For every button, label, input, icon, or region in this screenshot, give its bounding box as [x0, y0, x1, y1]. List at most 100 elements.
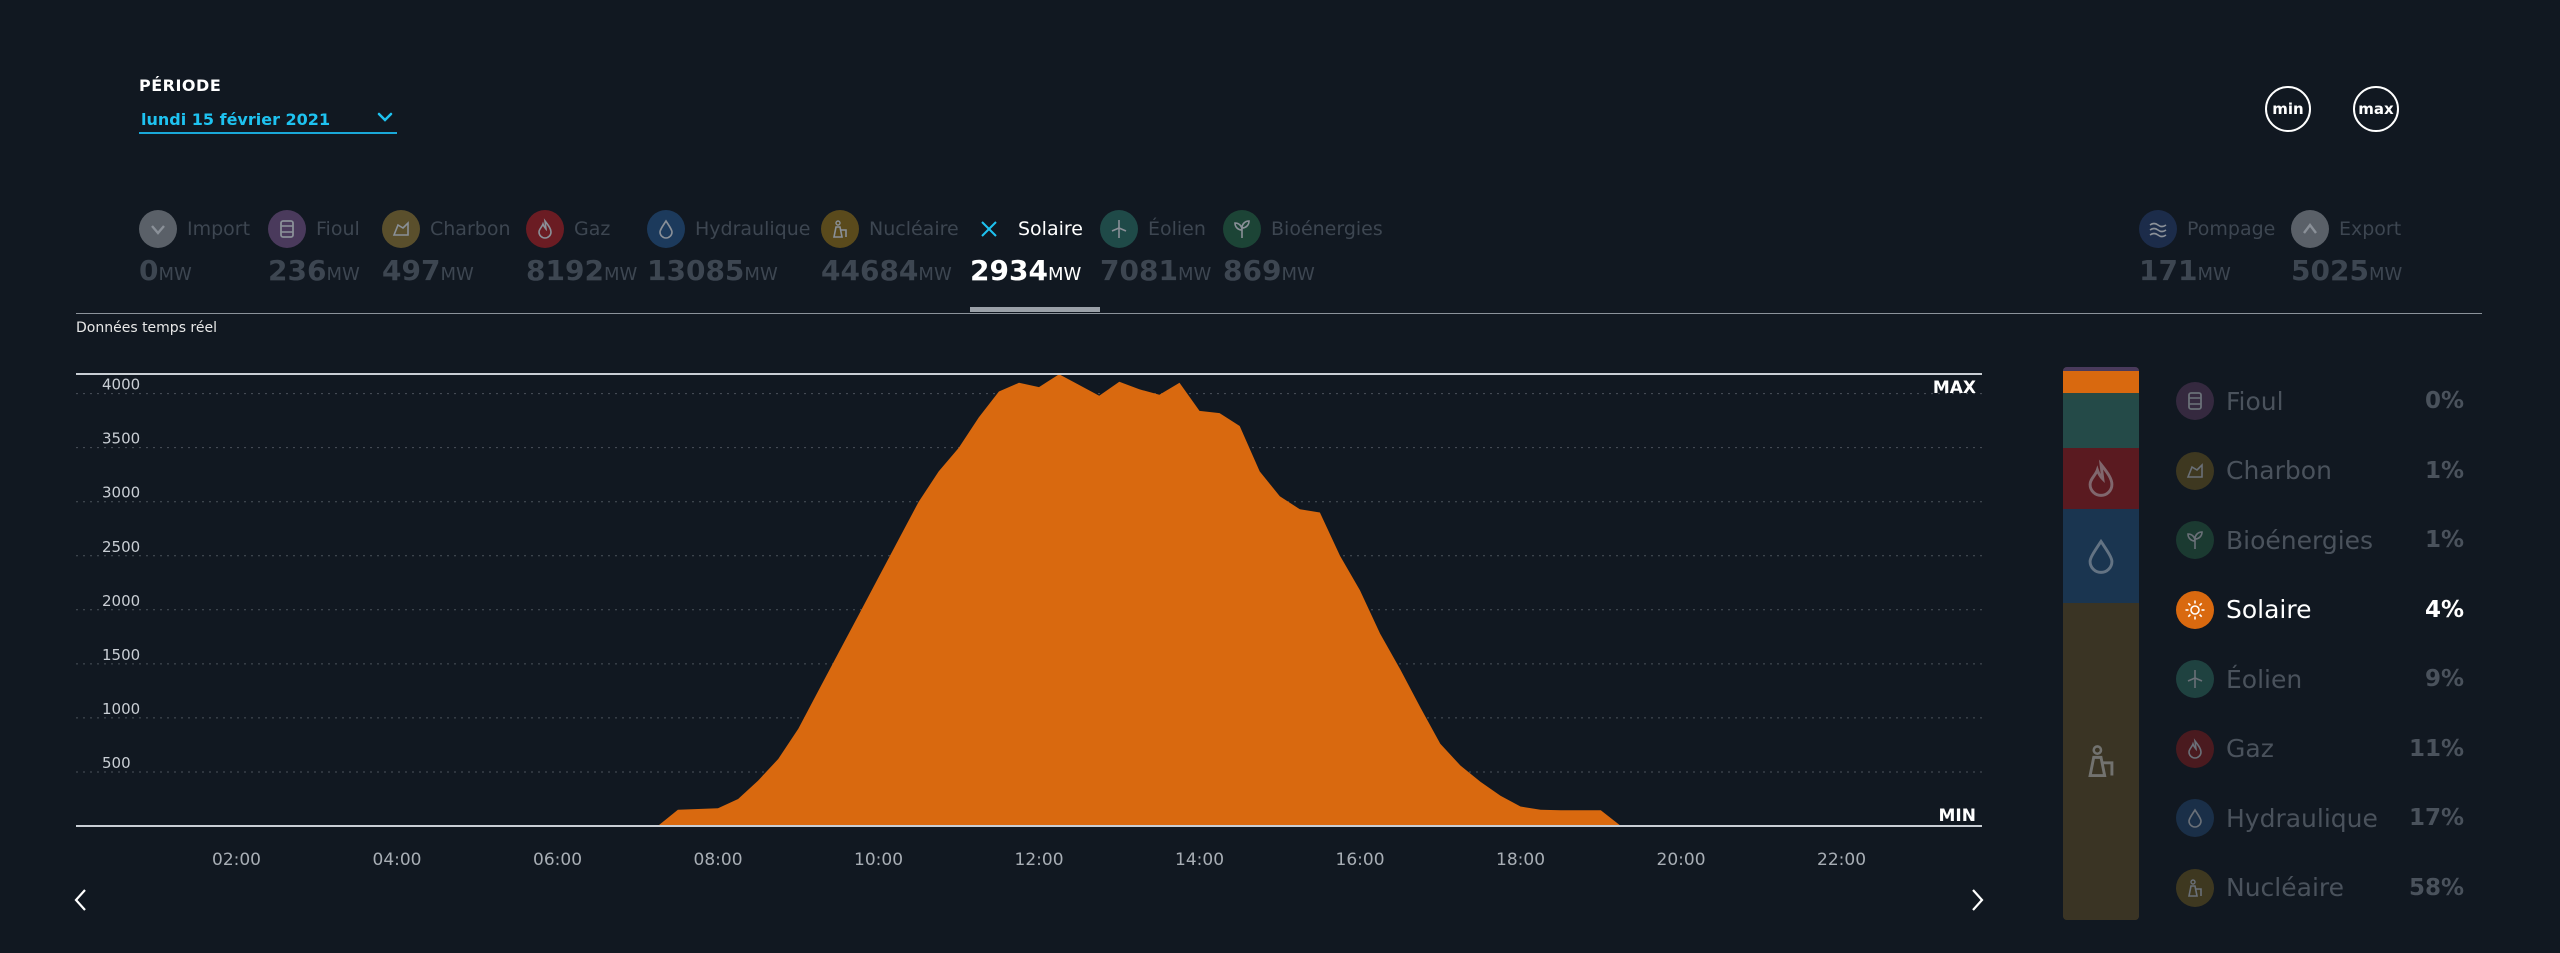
tab-gaz[interactable]: Gaz 8192MW [526, 208, 637, 287]
legend-percent: 9% [2424, 666, 2464, 692]
tab-value-number: 13085 [647, 254, 745, 287]
previous-day-arrow-icon[interactable] [66, 882, 96, 918]
legend-item-hydraulique[interactable]: Hydraulique 17% [2176, 796, 2464, 840]
tab-value: 2934MW [970, 254, 1083, 287]
tab-value: 5025MW [2291, 254, 2402, 287]
tab-value-number: 8192 [526, 254, 604, 287]
x-tick-label: 02:00 [212, 850, 261, 870]
tab-label: Hydraulique [695, 218, 811, 240]
period-select[interactable]: lundi 15 février 2021 [139, 106, 397, 134]
water-drop-icon [2176, 799, 2214, 837]
legend-label: Fioul [2226, 386, 2284, 416]
tab-value-unit: MW [2368, 264, 2403, 285]
x-tick-label: 14:00 [1175, 850, 1224, 870]
legend-label: Nucléaire [2226, 873, 2344, 902]
flame-icon [2176, 729, 2214, 768]
tab-value-unit: MW [158, 264, 192, 285]
tab-value: 0MW [139, 254, 250, 287]
tab-value-number: 44684 [821, 254, 919, 287]
close-icon [970, 210, 1008, 248]
tab-value-unit: MW [918, 264, 952, 285]
tab-value-unit: MW [1177, 264, 1212, 285]
tab-import[interactable]: Import 0MW [139, 208, 250, 287]
legend-item-gaz[interactable]: Gaz 11% [2176, 727, 2464, 771]
tab-value-number: 7081 [1100, 254, 1178, 287]
wind-turbine-icon [1100, 210, 1138, 248]
min-label: MIN [1939, 806, 1976, 826]
tab-value: 44684MW [821, 254, 959, 287]
tab-label: Solaire [1018, 218, 1083, 240]
tab-value-unit: MW [1047, 264, 1082, 285]
period-label: PÉRIODE [139, 76, 222, 95]
tab-value-unit: MW [326, 264, 360, 285]
tab-value-number: 2934 [970, 254, 1048, 287]
y-tick-label: 1000 [102, 700, 140, 718]
legend-item-eolien[interactable]: Éolien 9% [2176, 657, 2464, 701]
tab-label: Bioénergies [1271, 218, 1383, 240]
min-button[interactable]: min [2265, 86, 2311, 132]
chevron-up-icon [2291, 210, 2329, 248]
tab-value: 497MW [382, 254, 511, 287]
tab-fioul[interactable]: Fioul 236MW [268, 208, 360, 287]
tab-label: Éolien [1148, 218, 1206, 240]
tab-value-number: 236 [268, 254, 327, 287]
legend-item-solaire[interactable]: Solaire 4% [2176, 588, 2464, 632]
coal-icon [2176, 451, 2214, 490]
mix-segment-nucleaire [2063, 602, 2139, 920]
mix-segment-eolien [2063, 398, 2139, 449]
legend-item-fioul[interactable]: Fioul 0% [2176, 379, 2464, 423]
y-tick-label: 4000 [102, 376, 140, 394]
tab-eolien[interactable]: Éolien 7081MW [1100, 208, 1211, 287]
flame-icon [2081, 459, 2121, 499]
tab-value-number: 497 [382, 254, 441, 287]
legend-label: Bioénergies [2226, 525, 2374, 555]
tab-value-number: 869 [1223, 254, 1282, 287]
sprout-icon [2176, 521, 2214, 559]
x-tick-label: 22:00 [1817, 850, 1866, 870]
tab-value: 171MW [2139, 254, 2275, 287]
legend-label: Hydraulique [2226, 803, 2378, 833]
legend-percent: 1% [2424, 457, 2464, 484]
x-tick-label: 16:00 [1336, 850, 1385, 870]
mix-segment-solaire [2063, 371, 2139, 394]
legend-label: Gaz [2226, 734, 2274, 763]
legend-percent: 11% [2408, 735, 2464, 762]
active-tab-indicator [970, 307, 1100, 312]
tab-value: 8192MW [526, 254, 637, 287]
chevron-down-icon [377, 112, 393, 122]
nuclear-plant-icon [821, 210, 859, 248]
mix-segment-bioenergies [2063, 393, 2139, 399]
legend-percent: 58% [2408, 874, 2464, 901]
y-tick-label: 3000 [102, 484, 140, 502]
legend-item-bioenergies[interactable]: Bioénergies 1% [2176, 518, 2464, 562]
mix-segment-hydraulique [2063, 508, 2139, 603]
tab-nucleaire[interactable]: Nucléaire 44684MW [821, 208, 959, 287]
legend-item-charbon[interactable]: Charbon 1% [2176, 449, 2464, 493]
tab-pompage[interactable]: Pompage 171MW [2139, 208, 2275, 287]
nuclear-plant-icon [2081, 741, 2121, 781]
tab-solaire[interactable]: Solaire 2934MW [970, 208, 1083, 287]
solar-area-series [657, 374, 1621, 826]
tab-value: 236MW [268, 254, 360, 287]
tab-export[interactable]: Export 5025MW [2291, 208, 2402, 287]
realtime-label: Données temps réel [76, 320, 217, 336]
production-chart: 500 1000 1500 2000 2500 3000 3500 4000 MAX MIN 02:… [76, 373, 1982, 870]
next-day-arrow-icon[interactable] [1962, 882, 1992, 918]
x-tick-label: 08:00 [694, 850, 743, 870]
tab-label: Charbon [430, 218, 511, 240]
tabs-divider [76, 313, 2482, 314]
max-button[interactable]: max [2353, 86, 2399, 132]
water-drop-icon [2081, 536, 2121, 576]
tab-hydraulique[interactable]: Hydraulique 13085MW [647, 208, 810, 287]
tab-charbon[interactable]: Charbon 497MW [382, 208, 511, 287]
x-tick-label: 18:00 [1496, 850, 1545, 870]
tab-bioenergies[interactable]: Bioénergies 869MW [1223, 208, 1383, 287]
x-tick-label: 20:00 [1657, 850, 1706, 870]
tab-label: Pompage [2187, 218, 2276, 240]
energy-mix-bar [2063, 367, 2139, 920]
y-tick-label: 2000 [102, 592, 140, 610]
tab-value-unit: MW [440, 264, 474, 285]
tab-label: Gaz [574, 218, 611, 240]
legend-item-nucleaire[interactable]: Nucléaire 58% [2176, 866, 2464, 910]
tab-value-unit: MW [2197, 264, 2231, 285]
